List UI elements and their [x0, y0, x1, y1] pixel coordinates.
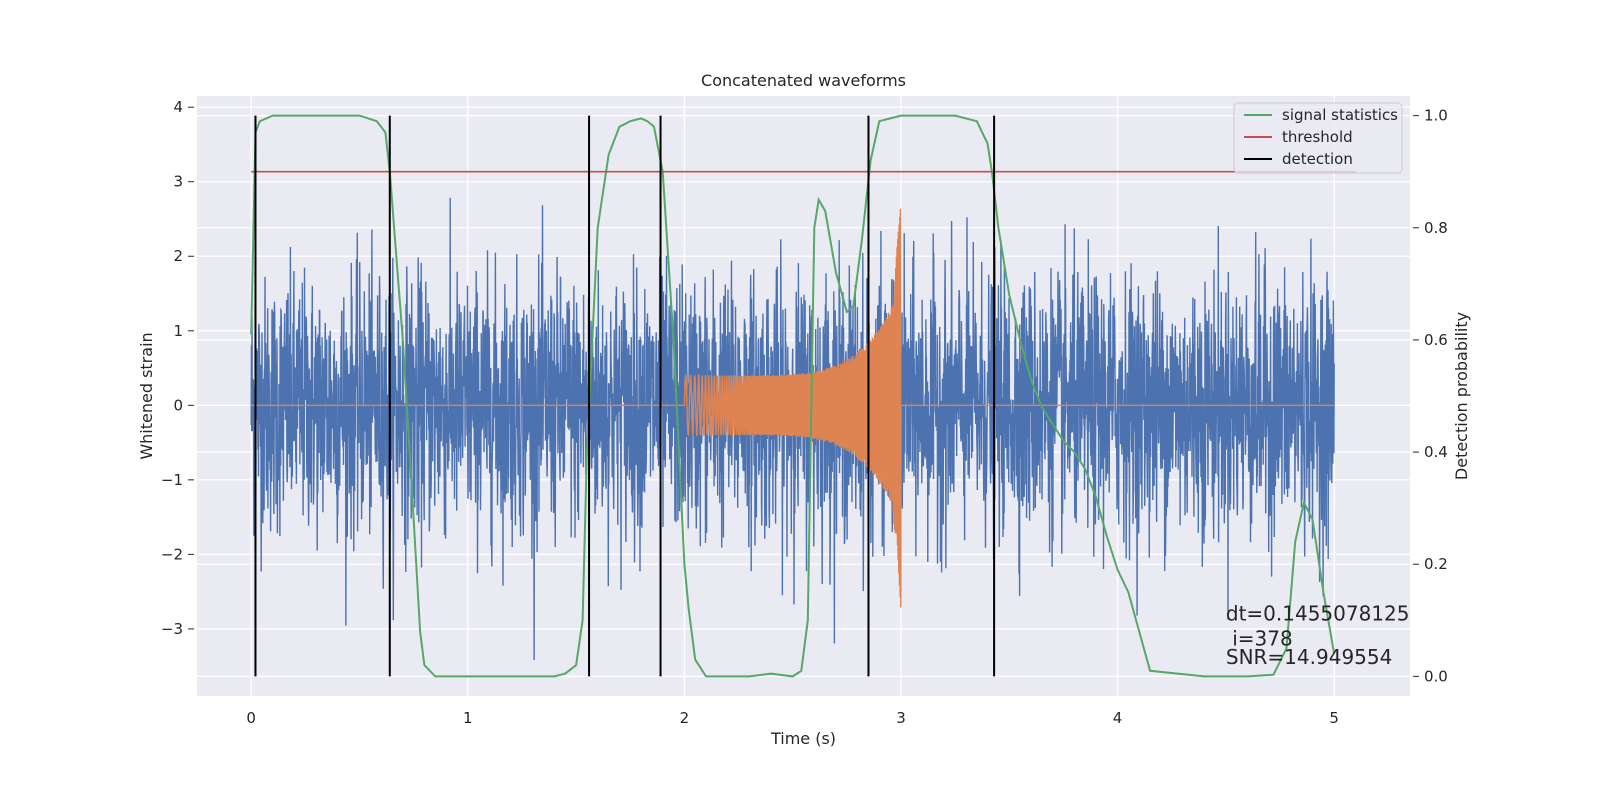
annotation-index: i=378 — [1226, 627, 1293, 651]
y-left-tick-label: 2 — [173, 247, 183, 265]
y-left-tick-label: 3 — [173, 173, 183, 191]
x-tick-label: 1 — [463, 709, 473, 727]
y-right-tick-label: 0.6 — [1424, 331, 1448, 349]
y-right-axis-ticks: 0.0 0.2 0.4 0.6 0.8 1.0 — [1413, 107, 1448, 685]
y-left-tick-label: −1 — [161, 471, 183, 489]
y-left-axis-label: Whitened strain — [137, 332, 156, 459]
y-left-tick-label: 4 — [173, 98, 183, 116]
y-right-tick-label: 0.8 — [1424, 219, 1448, 237]
legend-label-detection: detection — [1282, 150, 1353, 168]
x-tick-label: 3 — [896, 709, 906, 727]
x-tick-label: 0 — [246, 709, 256, 727]
y-right-tick-label: 1.0 — [1424, 107, 1448, 125]
legend-box — [1233, 102, 1403, 174]
strain-line — [250, 197, 1335, 661]
chart-title: Concatenated waveforms — [701, 71, 906, 90]
y-right-axis-label: Detection probability — [1452, 312, 1471, 480]
x-axis-ticks: 0 1 2 3 4 5 — [246, 709, 1339, 727]
y-left-tick-label: −2 — [161, 545, 183, 563]
chirp-line — [251, 208, 1335, 608]
legend-label-threshold: threshold — [1282, 128, 1353, 146]
y-left-tick-label: −3 — [161, 620, 183, 638]
signal-statistics-series — [250, 114, 1336, 678]
annotation-snr: SNR=14.949554 — [1226, 645, 1392, 669]
annotation-dt: dt=0.1455078125 — [1226, 601, 1410, 625]
y-left-tick-label: 0 — [173, 396, 183, 414]
whitened-strain-series — [250, 197, 1335, 661]
legend: signal statistics threshold detection — [1233, 102, 1403, 174]
x-axis-label: Time (s) — [770, 729, 836, 748]
x-tick-label: 5 — [1329, 709, 1339, 727]
x-tick-label: 4 — [1113, 709, 1123, 727]
y-right-tick-label: 0.0 — [1424, 667, 1448, 685]
y-left-axis-ticks: −3 −2 −1 0 1 2 3 4 — [161, 98, 194, 638]
legend-label-signal-statistics: signal statistics — [1282, 106, 1398, 124]
injected-chirp-series — [251, 208, 1335, 608]
x-tick-label: 2 — [680, 709, 690, 727]
y-right-tick-label: 0.2 — [1424, 555, 1448, 573]
y-left-tick-label: 1 — [173, 322, 183, 340]
y-right-tick-label: 0.4 — [1424, 443, 1448, 461]
signal-statistics-line — [250, 114, 1336, 678]
detection-lines — [254, 115, 996, 677]
